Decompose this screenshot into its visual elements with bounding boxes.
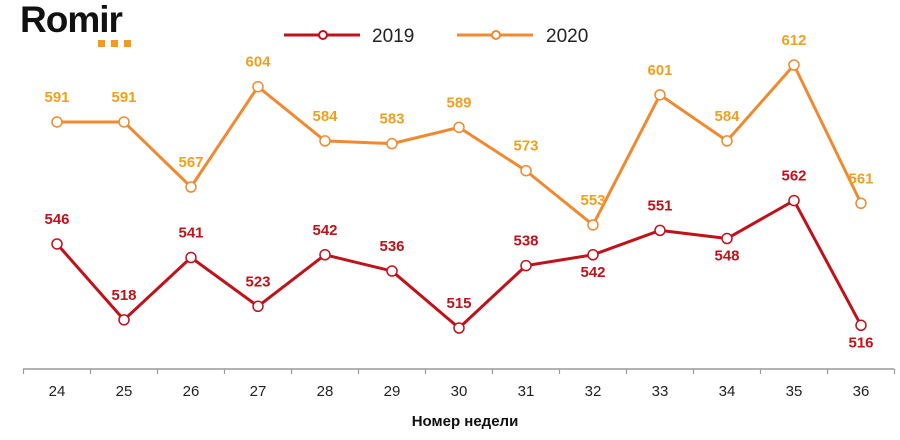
legend-marker-2020: [491, 30, 501, 40]
data-label-2020: 589: [446, 94, 471, 111]
x-tick-label: 34: [719, 383, 736, 400]
romir-logo: Romir: [20, 0, 131, 47]
x-axis-ticks: [22, 369, 896, 374]
data-point-2020: [855, 197, 867, 210]
data-point-2019: [855, 319, 867, 332]
data-point-2020: [587, 219, 599, 231]
series-2019: 546 518 541 523 542 536 515 538 542 551 548 562 516: [44, 168, 873, 352]
x-tick-label: 35: [786, 383, 803, 400]
data-point-2019: [118, 314, 130, 326]
data-label-2020: 584: [312, 108, 338, 125]
data-label-2020: 604: [245, 54, 271, 71]
x-tick-label: 25: [116, 383, 133, 400]
data-point-2019: [386, 265, 398, 277]
data-point-2020: [520, 164, 532, 177]
data-point-2020: [118, 116, 130, 128]
data-label-2019: 562: [781, 168, 806, 185]
data-label-2019: 518: [111, 287, 136, 304]
data-label-2020: 567: [178, 154, 203, 171]
series-2020: 591 591 567 604 584 583 589 573 553 601 584 612 561: [44, 32, 874, 231]
data-point-2020: [788, 59, 800, 71]
data-label-2019: 523: [245, 273, 270, 290]
legend-label-2020: 2020: [546, 26, 588, 47]
x-tick-label: 26: [183, 383, 200, 400]
data-point-2019: [721, 232, 733, 245]
data-point-2019: [587, 249, 599, 261]
data-label-2020: 601: [647, 62, 672, 79]
x-tick-label: 33: [652, 383, 669, 400]
logo-text: Romir: [20, 0, 123, 40]
logo-dot: [98, 40, 105, 47]
x-tick-label: 28: [317, 383, 334, 400]
x-tick-label: 27: [250, 383, 267, 400]
x-axis-tick-labels: 24 25 26 27 28 29 30 31 32 33 34 35 36: [49, 383, 870, 400]
x-tick-label: 31: [518, 383, 535, 400]
data-point-2020: [386, 137, 398, 150]
x-axis-title: Номер недели: [412, 413, 519, 430]
data-label-2019: 542: [580, 264, 605, 281]
data-label-2020: 573: [513, 138, 538, 155]
data-label-2020: 612: [781, 32, 806, 49]
legend: 2019 2020: [284, 26, 588, 47]
data-point-2019: [453, 322, 465, 334]
data-point-2020: [721, 135, 733, 147]
x-tick-label: 36: [853, 383, 870, 400]
data-point-2020: [51, 116, 63, 128]
data-point-2019: [654, 224, 666, 237]
data-label-2019: 538: [513, 233, 538, 250]
data-label-2019: 541: [178, 225, 203, 242]
legend-item-2019: 2019: [284, 26, 414, 47]
data-label-2020: 591: [111, 89, 136, 106]
data-label-2019: 536: [379, 238, 404, 255]
data-label-2019: 515: [446, 295, 471, 312]
x-tick-label: 30: [451, 383, 468, 400]
data-label-2019: 516: [848, 334, 873, 351]
series-line-2020: [57, 63, 863, 227]
legend-marker-2019: [318, 30, 328, 40]
data-label-2020: 591: [44, 89, 69, 106]
data-point-2020: [319, 135, 331, 147]
data-label-2019: 542: [312, 222, 337, 239]
logo-dot: [111, 40, 118, 47]
data-label-2019: 551: [647, 197, 672, 214]
data-label-2019: 546: [44, 211, 69, 228]
data-label-2020: 553: [580, 192, 605, 209]
data-label-2020: 561: [848, 170, 873, 187]
x-tick-label: 24: [49, 383, 66, 400]
data-label-2020: 583: [379, 111, 404, 128]
logo-dots: [98, 40, 131, 47]
data-point-2020: [654, 89, 666, 101]
data-point-2020: [185, 181, 197, 193]
data-point-2020: [252, 80, 264, 93]
legend-item-2020: 2020: [457, 26, 588, 47]
data-point-2019: [319, 249, 331, 261]
data-label-2019: 548: [714, 248, 739, 265]
data-point-2020: [453, 121, 465, 134]
data-point-2019: [252, 300, 264, 313]
data-point-2019: [185, 251, 197, 264]
data-point-2019: [788, 194, 800, 207]
x-tick-label: 29: [384, 383, 401, 400]
data-label-2020: 584: [714, 108, 740, 125]
x-tick-label: 32: [585, 383, 602, 400]
data-point-2019: [520, 259, 532, 272]
data-point-2019: [51, 238, 63, 250]
legend-label-2019: 2019: [372, 26, 414, 47]
logo-dot: [124, 40, 131, 47]
